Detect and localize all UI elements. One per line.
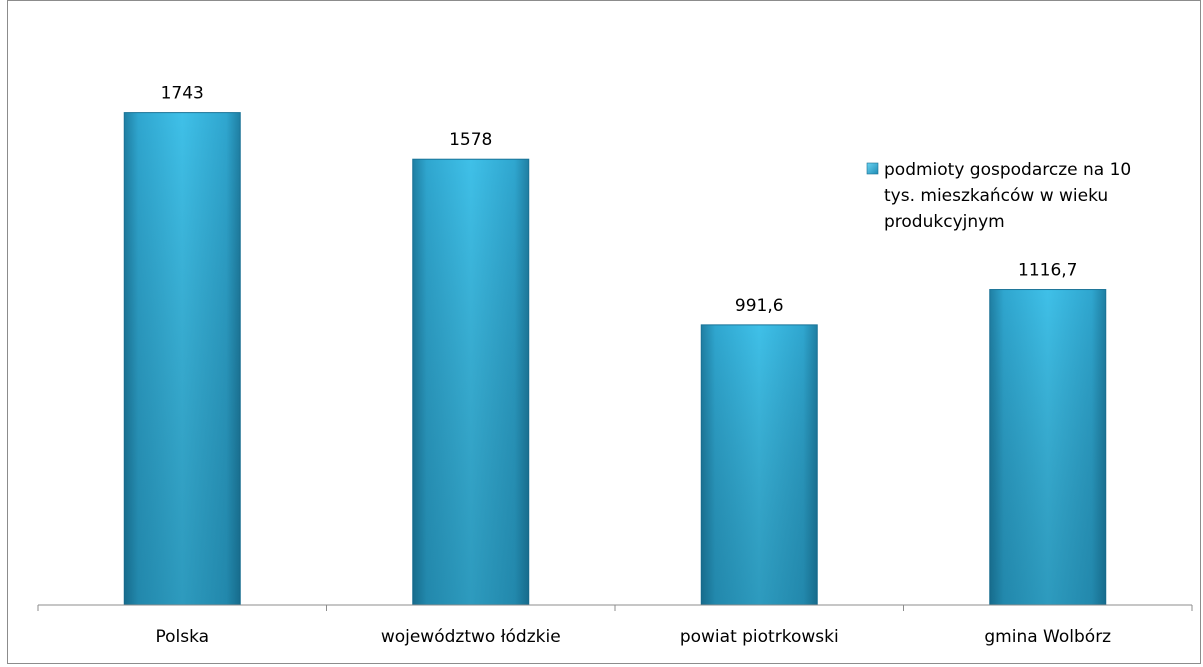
bar-shade-2 [412,159,529,605]
category-label-1: Polska [155,627,209,647]
legend-swatch [866,162,879,175]
bars-group [123,112,1107,606]
legend-line-1: podmioty gospodarcze na 10 [884,160,1131,180]
bar-shade-1 [124,112,241,605]
data-labels-group: 1743 1578 991,6 1116,7 [161,84,1078,316]
data-label-3: 991,6 [735,296,784,316]
category-label-3: powiat piotrkowski [680,627,839,647]
data-label-1: 1743 [161,84,204,104]
bar-shade-3 [701,324,818,605]
category-labels-group: Polska województwo łódzkie powiat piotrkow… [155,627,1111,647]
category-label-4: gmina Wolbórz [984,627,1111,647]
legend: podmioty gospodarcze na 10 tys. mieszkań… [866,160,1131,232]
x-axis-ticks [37,605,1193,611]
data-label-4: 1116,7 [1018,261,1077,281]
category-label-2: województwo łódzkie [381,627,561,647]
data-label-2: 1578 [449,130,492,150]
legend-line-2: tys. mieszkańców w wieku [884,186,1108,206]
bar-shade-4 [989,289,1106,605]
legend-line-3: produkcyjnym [884,212,1005,232]
